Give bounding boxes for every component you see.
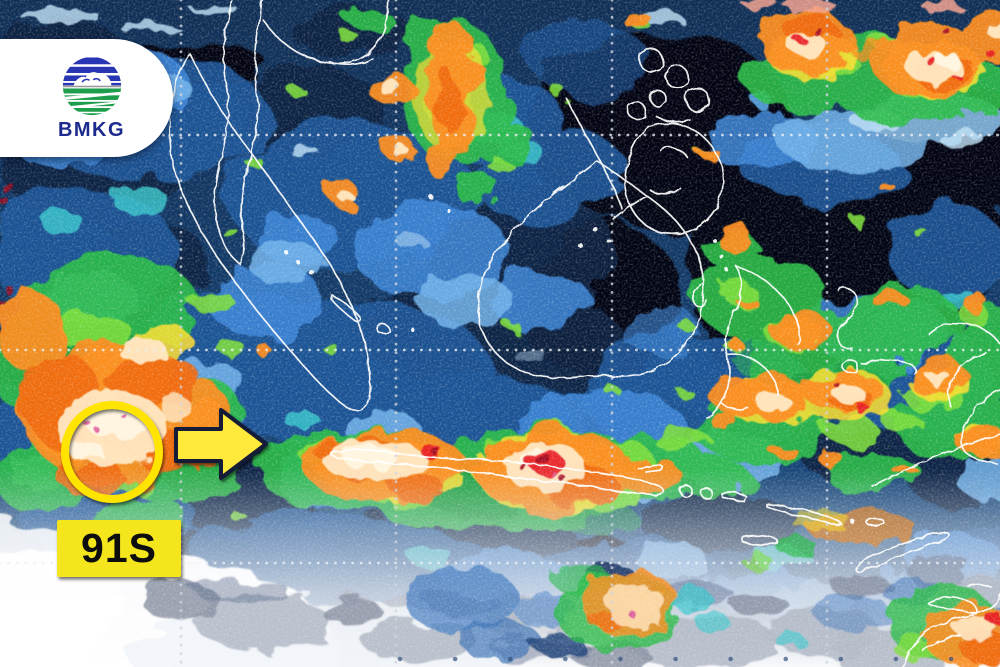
bmkg-emblem-icon xyxy=(62,56,121,115)
coastlines xyxy=(168,0,1000,667)
arrow-icon xyxy=(174,408,268,480)
bmkg-logo-text: BMKG xyxy=(57,118,126,141)
storm-label: 91S xyxy=(57,520,181,577)
storm-label-text: 91S xyxy=(81,525,157,571)
bmkg-logo: BMKG xyxy=(0,39,173,157)
highlight-circle xyxy=(61,401,163,503)
